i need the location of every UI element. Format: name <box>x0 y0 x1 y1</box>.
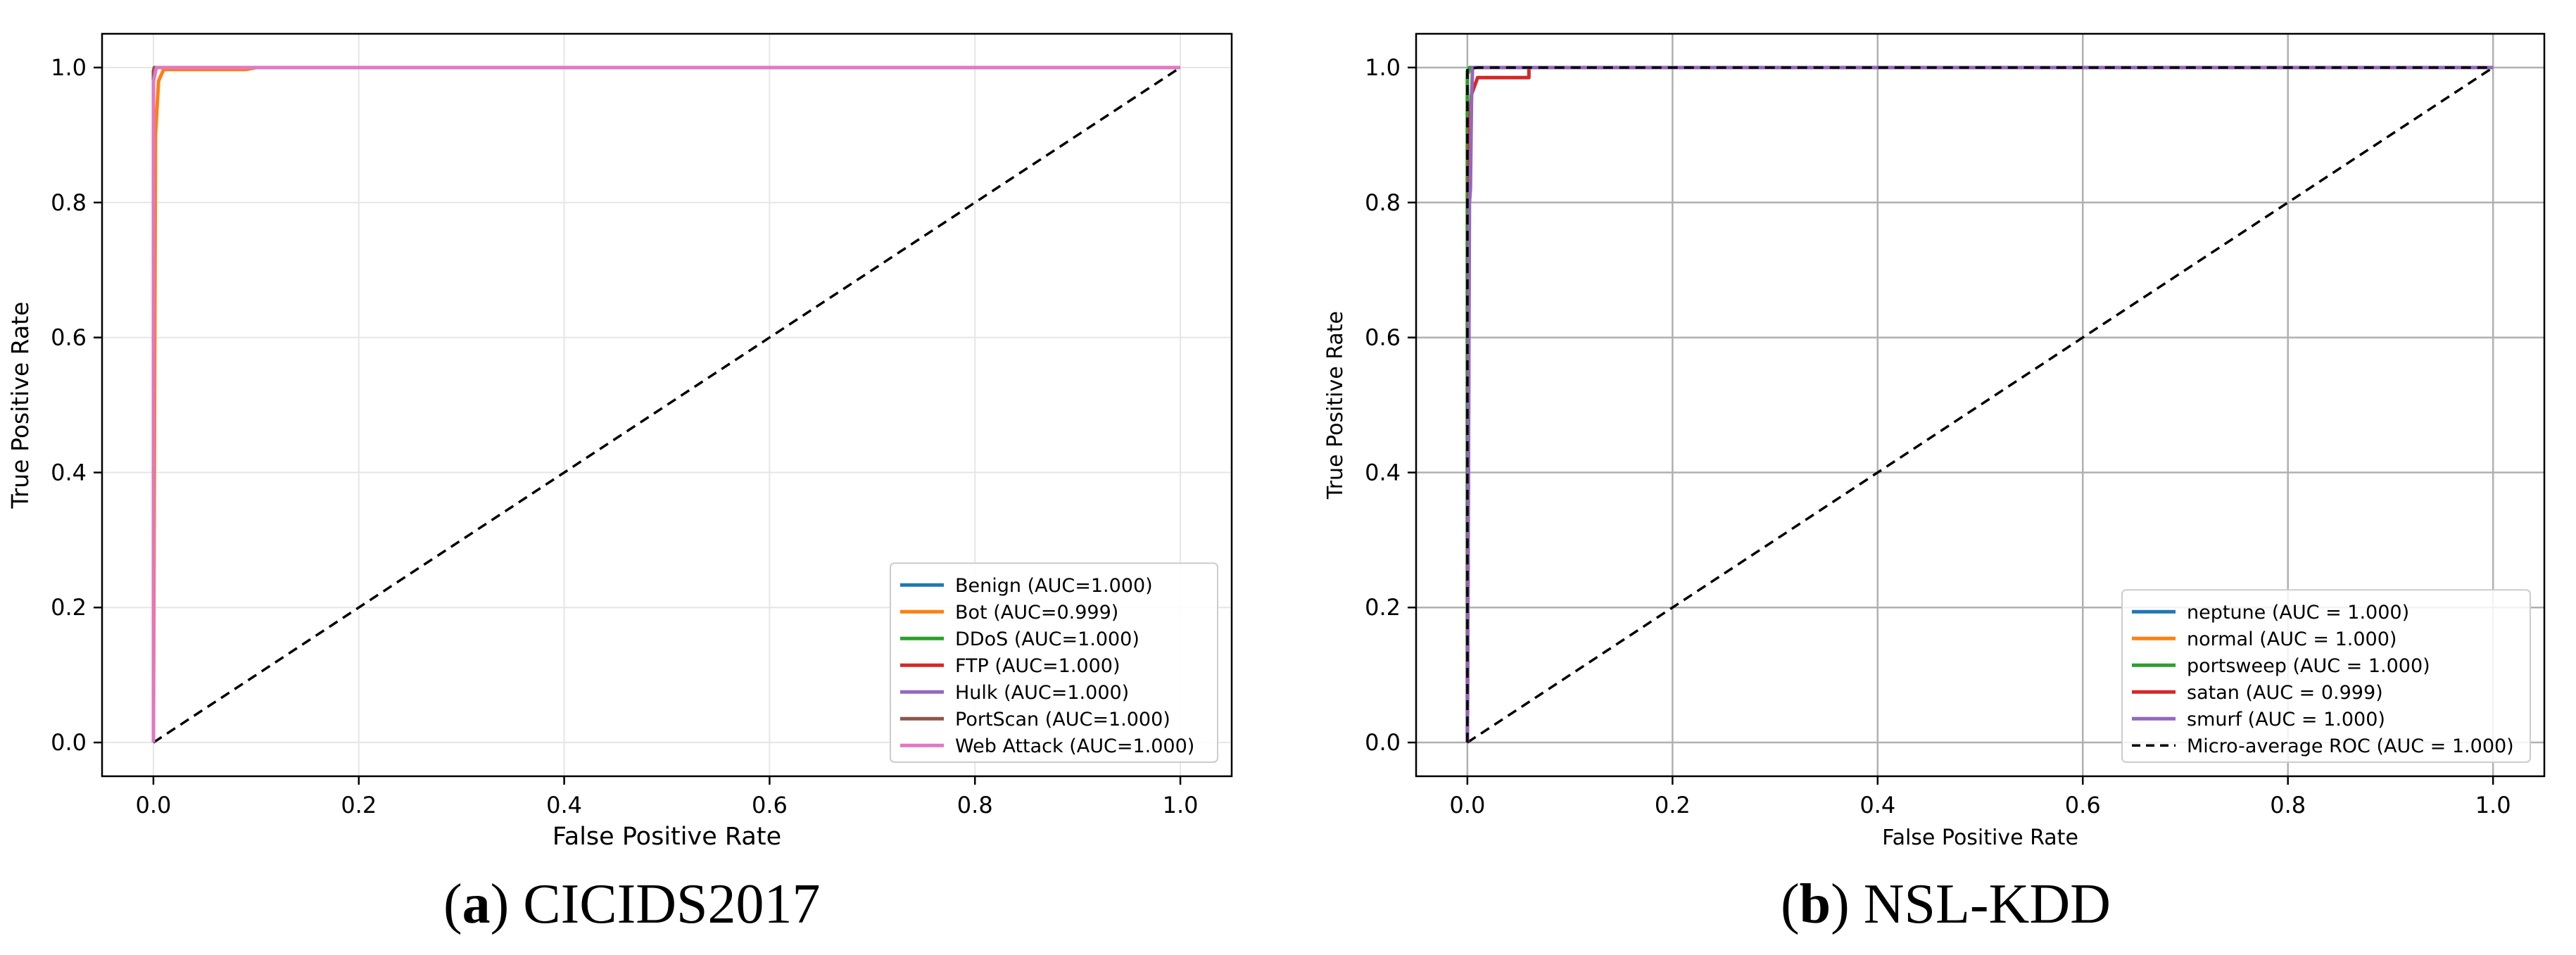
legend-label-4: Hulk (AUC=1.000) <box>955 682 1129 704</box>
x-tick-label-3: 0.6 <box>2065 792 2101 818</box>
y-tick-label-2: 0.4 <box>1365 459 1401 486</box>
y-tick-label-4: 0.8 <box>1365 189 1401 216</box>
legend: neptune (AUC = 1.000) normal (AUC = 1.000… <box>2121 589 2531 764</box>
y-tick-label-3: 0.6 <box>51 324 87 351</box>
diagonal-line <box>152 66 1182 744</box>
y-tick-label-0: 0.0 <box>1365 729 1401 756</box>
series-line-6 <box>151 65 1180 742</box>
legend: Benign (AUC=1.000) Bot (AUC=0.999) DDoS (A… <box>890 562 1218 763</box>
y-tick-label-4: 0.8 <box>51 189 87 216</box>
caption-a: (a) CICIDS2017 <box>443 873 821 935</box>
chart-nsl-kdd: 0.0 0.2 0.4 0.6 0.8 1.0 0.0 0.2 0.4 0.6 0.8 1.0 Fals… <box>1323 32 2546 850</box>
y-tick-label-5: 1.0 <box>1365 54 1401 81</box>
legend-label-0: Benign (AUC=1.000) <box>955 575 1153 597</box>
x-tick-label-1: 0.2 <box>341 792 377 818</box>
x-tick-label-0: 0.0 <box>1449 792 1485 818</box>
legend-label-5: Micro-average ROC (AUC = 1.000) <box>2187 735 2514 757</box>
x-tick-label-4: 0.8 <box>2270 792 2306 818</box>
x-tick-label-3: 0.6 <box>752 792 788 818</box>
x-tick-label-4: 0.8 <box>957 792 993 818</box>
x-tick-label-1: 0.2 <box>1655 792 1691 818</box>
y-tick-label-0: 0.0 <box>51 729 87 756</box>
y-tick-label-3: 0.6 <box>1365 324 1401 351</box>
x-tick-label-5: 1.0 <box>2475 792 2511 818</box>
legend-box <box>2121 589 2531 764</box>
y-tick-label-1: 0.2 <box>51 594 87 621</box>
legend-label-3: satan (AUC = 0.999) <box>2187 682 2383 704</box>
plot-frame <box>101 32 1233 778</box>
caption-b-text: NSL-KDD <box>1863 873 2111 935</box>
y-axis-label: True Positive Rate <box>1323 311 1348 500</box>
y-tick-label-2: 0.4 <box>51 459 87 486</box>
legend-label-5: PortScan (AUC=1.000) <box>955 709 1170 731</box>
x-tick-label-2: 0.4 <box>546 792 582 818</box>
legend-label-4: smurf (AUC = 1.000) <box>2187 709 2385 731</box>
y-tick-label-1: 0.2 <box>1365 594 1401 621</box>
caption-b-letter: b <box>1799 873 1831 935</box>
plot-frame <box>1415 32 2546 778</box>
caption-a-letter: a <box>462 873 491 935</box>
legend-label-0: neptune (AUC = 1.000) <box>2187 602 2409 624</box>
x-axis-label: False Positive Rate <box>553 823 781 851</box>
legend-label-1: Bot (AUC=0.999) <box>955 602 1118 624</box>
legend-label-1: normal (AUC = 1.000) <box>2187 628 2397 650</box>
x-axis-label: False Positive Rate <box>1882 826 2078 850</box>
y-axis-label: True Positive Rate <box>6 302 34 510</box>
legend-label-2: DDoS (AUC=1.000) <box>955 628 1139 650</box>
legend-label-3: FTP (AUC=1.000) <box>955 655 1120 677</box>
diagonal-line <box>1466 66 2494 744</box>
x-tick-label-5: 1.0 <box>1163 792 1199 818</box>
legend-label-2: portsweep (AUC = 1.000) <box>2187 655 2430 677</box>
x-tick-label-0: 0.0 <box>136 792 172 818</box>
chart-cicids2017: 0.0 0.2 0.4 0.6 0.8 1.0 0.0 0.2 0.4 0.6 0.8 1.0 Fals… <box>6 32 1233 851</box>
x-tick-label-2: 0.4 <box>1860 792 1895 818</box>
legend-box <box>890 562 1218 763</box>
caption-b: (b) NSL-KDD <box>1781 873 2111 935</box>
caption-a-text: CICIDS2017 <box>523 873 821 935</box>
legend-label-6: Web Attack (AUC=1.000) <box>955 735 1194 757</box>
y-tick-label-5: 1.0 <box>51 54 87 81</box>
